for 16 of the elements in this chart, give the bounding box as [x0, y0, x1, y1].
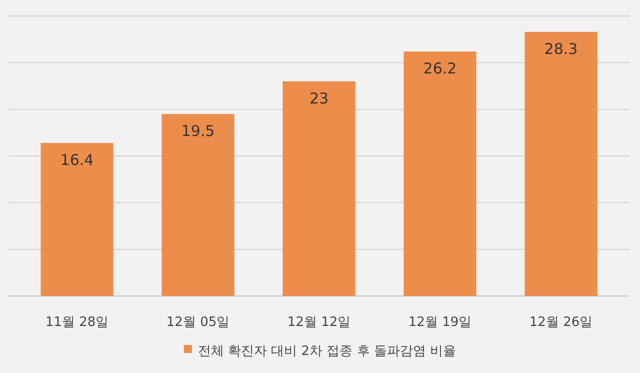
data-label: 23 [309, 89, 329, 108]
data-label: 16.4 [60, 150, 94, 169]
x-tick-label: 12월 12일 [287, 315, 351, 330]
x-tick-label: 12월 05일 [166, 315, 230, 330]
bar [404, 51, 476, 296]
x-tick-label: 12월 26일 [529, 315, 593, 330]
bar [282, 81, 356, 296]
x-tick-label: 12월 19일 [408, 315, 472, 330]
data-label: 19.5 [181, 122, 215, 140]
data-label: 28.3 [544, 40, 578, 58]
data-label: 26.2 [423, 59, 457, 78]
bar [40, 142, 114, 296]
x-tick-label: 11월 28일 [45, 315, 109, 330]
legend: 전체 확진자 대비 2차 접종 후 돌파감염 비율 [184, 344, 456, 359]
bar [162, 114, 234, 296]
bar [524, 32, 598, 296]
